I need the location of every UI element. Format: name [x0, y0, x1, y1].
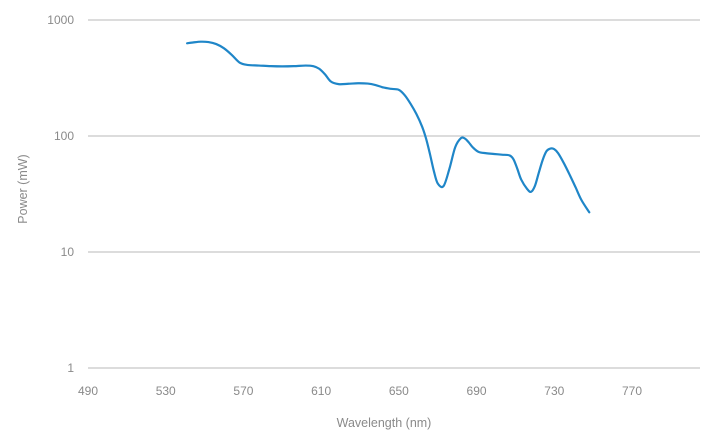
x-tick-label: 690 [467, 384, 487, 398]
x-axis-title: Wavelength (nm) [337, 416, 432, 430]
x-tick-label: 570 [233, 384, 253, 398]
x-tick-label: 610 [311, 384, 331, 398]
x-tick-label: 490 [78, 384, 98, 398]
gridlines [88, 19, 700, 369]
y-tick-label: 1 [67, 361, 74, 375]
x-tick-label: 530 [156, 384, 176, 398]
x-axis-ticks: 490 530 570 610 650 690 730 770 [78, 384, 642, 398]
series-line-0 [185, 40, 591, 214]
y-axis-title: Power (mW) [16, 154, 30, 223]
x-tick-label: 770 [622, 384, 642, 398]
x-tick-label: 730 [544, 384, 564, 398]
y-tick-label: 10 [61, 245, 75, 259]
y-axis-ticks: 1 10 100 1000 [47, 13, 74, 375]
plot-area [185, 40, 591, 214]
x-tick-label: 650 [389, 384, 409, 398]
y-tick-label: 1000 [47, 13, 74, 27]
y-tick-label: 100 [54, 129, 74, 143]
